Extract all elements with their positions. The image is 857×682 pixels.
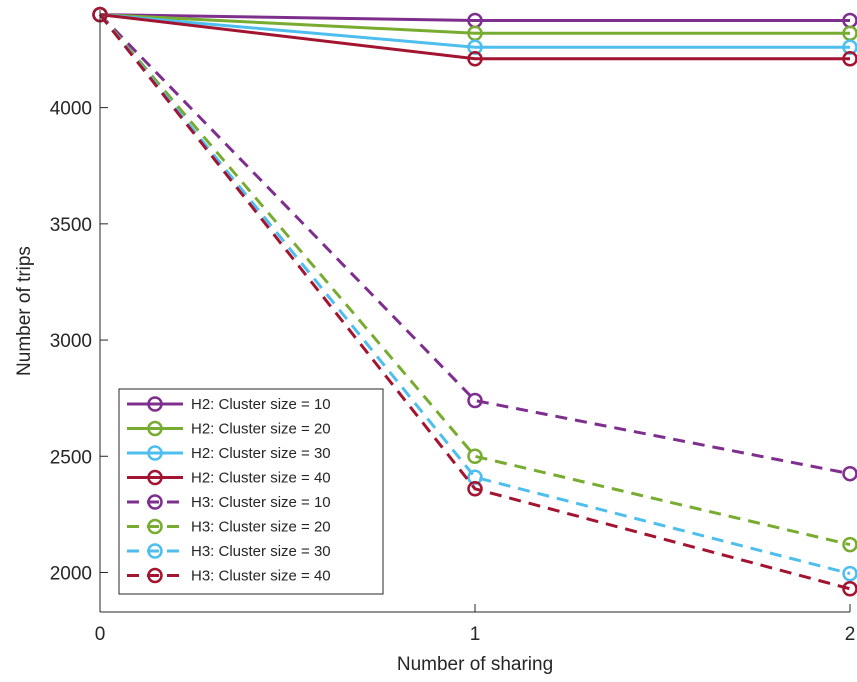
legend-item: H3: Cluster size = 10 — [127, 494, 331, 511]
x-tick-label: 1 — [470, 624, 481, 645]
series-line — [98, 13, 851, 591]
legend-item: H3: Cluster size = 40 — [127, 568, 331, 585]
y-tick-label: 3000 — [50, 331, 92, 352]
x-tick-label: 0 — [95, 624, 106, 645]
data-point — [467, 392, 483, 409]
legend-label: H2: Cluster size = 40 — [191, 470, 331, 487]
x-tick-label: 2 — [845, 624, 856, 645]
data-point — [467, 39, 483, 55]
legend-label: H3: Cluster size = 10 — [191, 494, 331, 511]
series-line — [99, 13, 850, 49]
legend-label: H3: Cluster size = 30 — [191, 543, 331, 560]
legend-label: H3: Cluster size = 40 — [191, 568, 331, 585]
y-tick-label: 2000 — [50, 563, 92, 584]
y-tick-label: 2500 — [50, 447, 92, 468]
axes: 0 1 2 2000 2500 3000 3500 4000 — [50, 10, 856, 645]
series-line — [99, 13, 850, 22]
legend-item: H3: Cluster size = 30 — [127, 543, 331, 560]
legend-label: H3: Cluster size = 20 — [191, 519, 331, 536]
data-point — [467, 51, 483, 67]
legend-swatch-marker — [147, 420, 163, 437]
data-point — [467, 448, 483, 465]
legend-box — [118, 388, 384, 595]
data-point — [467, 481, 483, 497]
series-line — [99, 13, 850, 61]
x-axis-label: Number of sharing — [397, 654, 553, 675]
legend-label: H2: Cluster size = 30 — [191, 445, 331, 462]
legend: H2: Cluster size = 10 H2: Cluster size = … — [118, 388, 384, 595]
legend-swatch-marker — [147, 445, 163, 461]
legend-swatch-marker — [147, 396, 163, 412]
legend-swatch-marker — [147, 567, 163, 584]
legend-item: H2: Cluster size = 20 — [127, 421, 331, 438]
legend-item: H2: Cluster size = 10 — [127, 396, 331, 413]
legend-swatch-marker — [147, 469, 163, 486]
legend-label: H2: Cluster size = 10 — [191, 396, 331, 413]
y-tick-label: 4000 — [50, 99, 92, 120]
legend-item: H3: Cluster size = 20 — [127, 519, 331, 536]
legend-item: H2: Cluster size = 40 — [127, 470, 331, 487]
legend-swatch-marker — [147, 543, 163, 559]
legend-item: H2: Cluster size = 30 — [127, 445, 331, 462]
legend-swatch-marker — [147, 494, 163, 510]
legend-swatch-marker — [147, 518, 163, 535]
legend-label: H2: Cluster size = 20 — [191, 421, 331, 438]
data-point — [467, 469, 483, 485]
series-layer — [92, 6, 857, 597]
y-tick-label: 3500 — [50, 215, 92, 236]
y-axis-label: Number of trips — [14, 246, 35, 376]
series-line — [99, 13, 850, 35]
